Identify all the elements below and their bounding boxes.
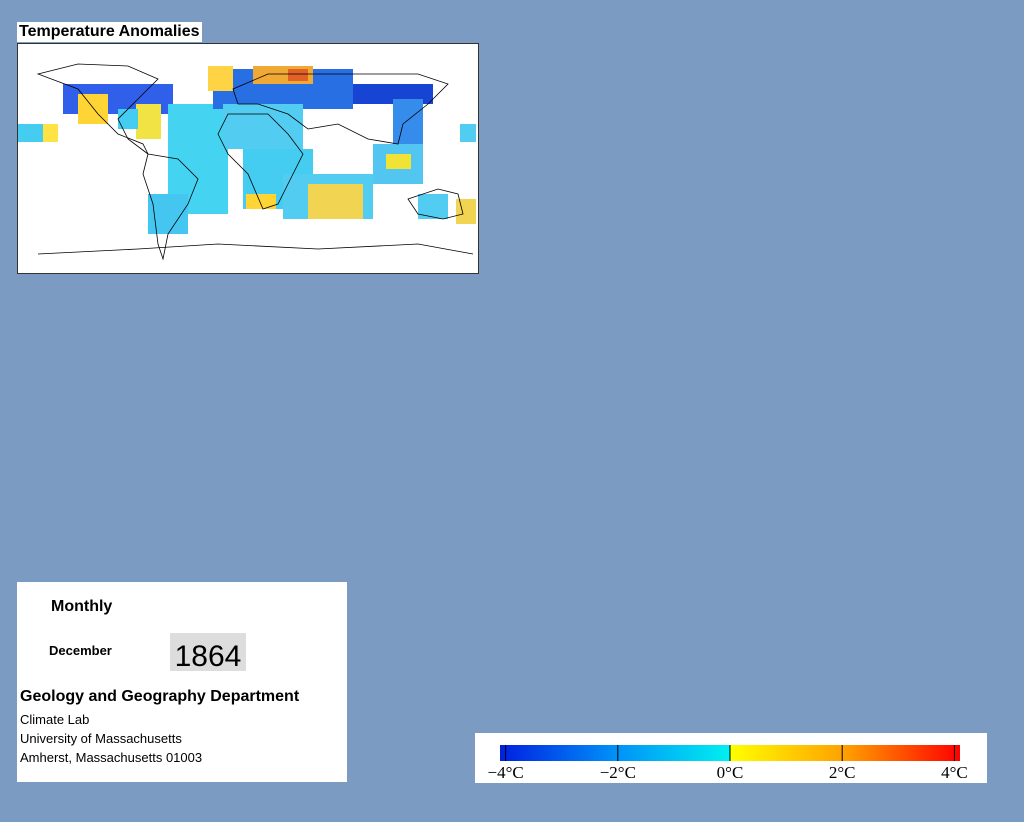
frequency: Monthly: [51, 598, 113, 615]
colorbar-label: 0°C: [717, 763, 744, 782]
address-line: Climate Lab: [20, 712, 90, 727]
colorbar-label: 4°C: [941, 763, 968, 782]
colorbar-label: −2°C: [600, 763, 636, 782]
department: Geology and Geography Department: [20, 688, 300, 705]
colorbar-label: −4°C: [487, 763, 523, 782]
anomaly-cells: [18, 66, 476, 234]
address-line: Amherst, Massachusetts 01003: [20, 750, 203, 765]
map-title: Temperature Anomalies: [17, 22, 202, 42]
map: [17, 43, 479, 274]
colorbar: −4°C −2°C 0°C 2°C 4°C: [475, 733, 987, 783]
address-line: University of Massachusetts: [20, 731, 182, 746]
info-panel: Monthly December 1864 Geology and Geogra…: [17, 582, 347, 782]
coastlines: [36, 63, 474, 261]
month: December: [49, 643, 112, 658]
year: 1864: [170, 633, 246, 673]
colorbar-label: 2°C: [829, 763, 856, 782]
